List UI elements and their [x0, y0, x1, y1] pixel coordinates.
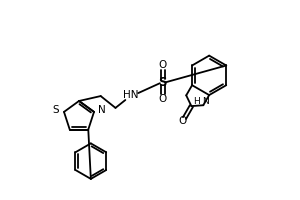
Text: N: N: [202, 97, 209, 106]
Text: S: S: [159, 76, 167, 89]
Text: O: O: [159, 60, 167, 70]
Text: O: O: [178, 116, 187, 126]
Text: S: S: [52, 105, 59, 115]
Text: H: H: [194, 97, 200, 106]
Text: O: O: [159, 94, 167, 104]
Text: N: N: [98, 105, 106, 115]
Text: HN: HN: [122, 90, 138, 100]
